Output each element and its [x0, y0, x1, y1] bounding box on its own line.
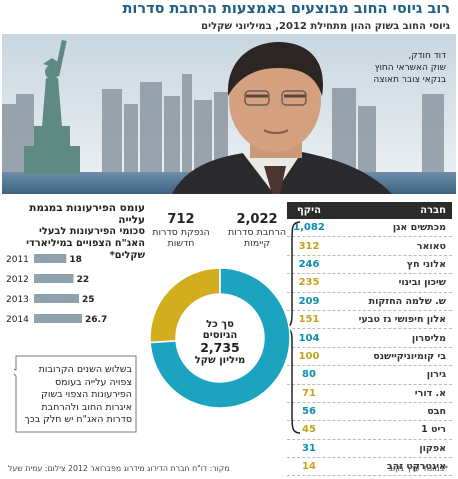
amount-cell: 151 — [298, 314, 320, 326]
column-header-amount: היקף — [297, 205, 321, 216]
repayment-bar — [34, 274, 74, 283]
photo-caption: דוד חודק, שוק האשראי החוץ בנקאי צובר תאו… — [326, 50, 446, 86]
donut-slice — [149, 267, 291, 409]
repayments-title: עומס הפירעונות במגמת עלייה סכומי הפירעונ… — [8, 202, 145, 262]
callout-text: בשלוש השנים הקרובות צפויה עלייה בעומס הפ… — [24, 364, 133, 425]
table-row: 45 ריט 1 — [287, 421, 452, 440]
company-cell: שיכון ובינוי — [398, 277, 446, 289]
repayment-bar — [34, 294, 79, 303]
company-cell: חבס — [427, 406, 446, 418]
table-row: 71 א. דורי — [287, 385, 452, 403]
amount-cell: 246 — [298, 258, 320, 270]
subheadline: גיוסי החוב בשוק ההון מתחילת 2012, במיליו… — [201, 21, 450, 32]
company-cell: בי קומיוניקיישנס — [373, 350, 446, 362]
company-cell: ש. שלמה החזקות — [368, 295, 446, 307]
portrait-photo — [2, 34, 456, 194]
company-cell: מליסרון — [411, 332, 446, 344]
kpi-new-value: 712 — [167, 212, 195, 227]
table-row: 1,082 מכתשים אגן — [287, 219, 452, 238]
amount-cell: 312 — [298, 240, 320, 252]
bar-value-label: 26.7 — [85, 315, 107, 325]
donut-center-label: סך כל הגיוסים 2,735 מיליון שקל — [170, 319, 270, 366]
repayments-heading: עומס הפירעונות במגמת עלייה — [29, 202, 145, 226]
amount-cell: 209 — [298, 295, 320, 307]
kpi-existing-series: 2,022 הרחבת סדרות קיימות — [222, 212, 292, 249]
company-cell: מכתשים אגן — [392, 222, 446, 234]
table-row: 100 בי קומיוניקיישנס — [287, 348, 452, 367]
caption-line: דוד חודק, — [408, 51, 446, 61]
table-row: 312 טאואר — [287, 237, 452, 256]
amount-cell: 100 — [298, 350, 320, 362]
bar-value-label: 25 — [82, 295, 95, 305]
amount-cell: 71 — [302, 387, 316, 399]
headline: רוב גיוסי החוב מבוצעים באמצעות הרחבת סדר… — [122, 1, 450, 17]
company-cell: טאואר — [416, 240, 446, 252]
table-row: 31 אפקון — [287, 440, 452, 459]
repayments-subheading: סכומי הפירעונות לבעלי האג"ח הצפויים במיל… — [26, 226, 145, 261]
table-row: 209 ש. שלמה החזקות — [287, 293, 452, 311]
bar-category-label: 2012 — [6, 275, 29, 285]
source-note: מקור: דו"ח חברת הדירוג מידרוג מפברואר 20… — [8, 464, 230, 473]
company-cell: אינטרקט זהב — [386, 461, 446, 473]
table-row: 246 אלוני חץ — [287, 256, 452, 275]
bar-value-label: 22 — [77, 275, 90, 285]
donut-center-line: סך כל — [206, 319, 234, 330]
table-row: 151 אלון חיפושי גז טבעי — [287, 311, 452, 330]
kpi-existing-value: 2,022 — [236, 212, 278, 227]
company-cell: אלון חיפושי גז טבעי — [358, 314, 446, 326]
amount-cell: 45 — [302, 424, 316, 436]
issuers-table: היקף חברה 1,082 מכתשים אגן 312 טאואר 246 אלונ… — [287, 202, 452, 477]
amount-cell: 31 — [302, 442, 316, 454]
kpi-new-series: 712 הנפקת סדרות חדשות — [148, 212, 214, 249]
kpi-new-label: הנפקת סדרות חדשות — [152, 227, 210, 249]
nominal-note: *במונחי ערך נקוב — [388, 464, 449, 473]
bar-category-label: 2013 — [6, 295, 29, 305]
repayment-bar — [34, 254, 67, 263]
amount-cell: 1,082 — [293, 222, 325, 234]
company-cell: גירון — [426, 369, 446, 381]
table-header: היקף חברה — [287, 202, 452, 219]
table-row: 56 חבס — [287, 403, 452, 422]
kpi-existing-label: הרחבת סדרות קיימות — [227, 227, 287, 249]
amount-cell: 104 — [298, 332, 320, 344]
table-row: 104 מליסרון — [287, 329, 452, 348]
company-cell: אלוני חץ — [406, 258, 446, 270]
company-cell: אפקון — [419, 442, 446, 454]
bar-value-label: 18 — [69, 255, 82, 265]
amount-cell: 80 — [302, 369, 316, 381]
table-row: 80 גירון — [287, 366, 452, 385]
bar-category-label: 2014 — [6, 315, 29, 325]
table-row: 235 שיכון ובינוי — [287, 274, 452, 293]
donut-center-line: הגיוסים — [202, 330, 238, 341]
table-body: 1,082 מכתשים אגן 312 טאואר 246 אלוני חץ 235 שיכ… — [287, 219, 452, 477]
company-cell: א. דורי — [414, 387, 446, 399]
bar-category-label: 2011 — [6, 255, 29, 265]
amount-cell: 14 — [302, 461, 316, 473]
column-header-company: חברה — [420, 205, 446, 216]
donut-chart — [149, 267, 291, 409]
company-cell: ריט 1 — [421, 424, 446, 436]
repayment-bar — [34, 314, 83, 323]
caption-line: שוק האשראי החוץ — [374, 63, 446, 73]
repayments-bar-chart: 2011 18 2012 22 2013 25 2014 26.7 — [6, 254, 107, 325]
donut-center-unit: מיליון שקל — [194, 355, 246, 366]
callout-bubble — [14, 355, 137, 433]
table-row: 14 אינטרקט זהב — [287, 458, 452, 477]
amount-cell: 235 — [298, 277, 320, 289]
donut-center-value: 2,735 — [200, 340, 240, 355]
caption-line: בנקאי צובר תאוצה — [373, 75, 446, 85]
amount-cell: 56 — [302, 406, 316, 418]
